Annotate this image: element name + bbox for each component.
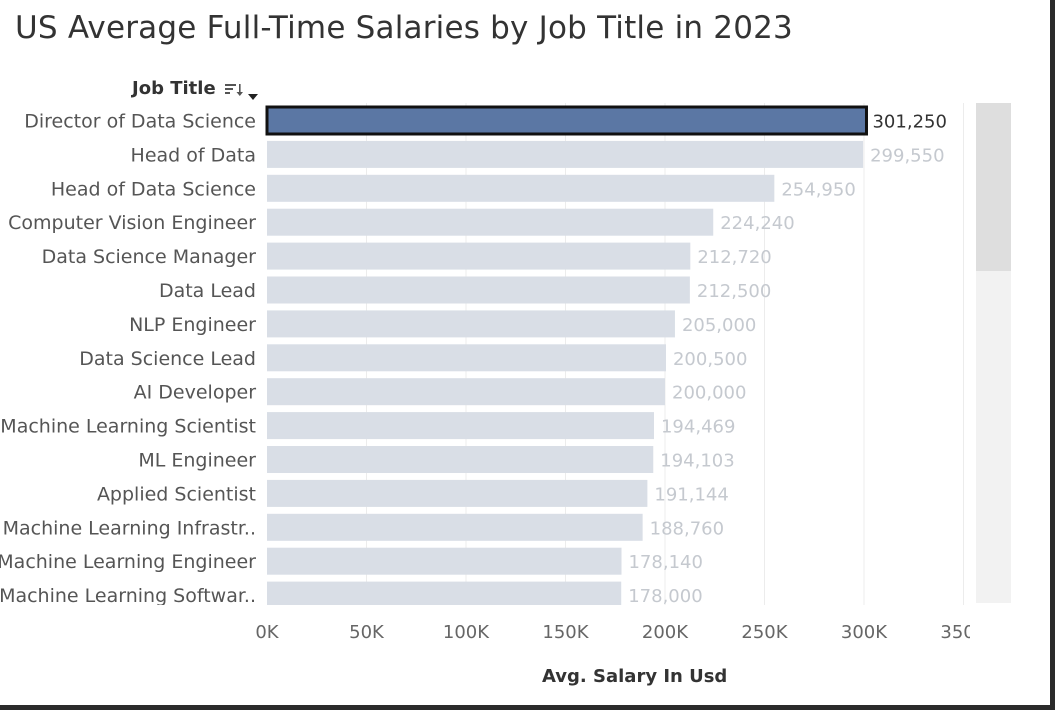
category-label[interactable]: Machine Learning Scientist [0, 416, 256, 438]
bar[interactable] [267, 513, 643, 541]
x-tick-label: 0K [255, 622, 279, 643]
category-label[interactable]: Applied Scientist [97, 483, 256, 505]
value-label: 301,250 [872, 112, 946, 133]
bar[interactable] [267, 547, 622, 575]
value-label: 224,240 [720, 213, 794, 234]
caret-down-icon[interactable] [247, 85, 258, 100]
x-tick-label: 150K [542, 622, 589, 643]
bar[interactable] [267, 412, 654, 440]
bars [265, 105, 868, 609]
bar[interactable] [267, 344, 666, 372]
bar[interactable] [267, 242, 691, 270]
category-label[interactable]: Head of Data [131, 144, 256, 166]
x-axis-title: Avg. Salary In Usd [542, 666, 728, 687]
category-label[interactable]: Head of Data Science [51, 178, 256, 200]
value-label: 205,000 [682, 315, 756, 336]
x-tick-label: 50K [349, 622, 385, 643]
value-labels: 301,250 299,550 254,950 224,240 212,720 212,5… [628, 112, 947, 607]
category-label[interactable]: NLP Engineer [129, 314, 256, 336]
bar[interactable] [267, 174, 775, 202]
category-label[interactable]: Data Science Lead [79, 348, 256, 370]
x-tick-label: 200K [642, 622, 689, 643]
value-label: 200,500 [673, 349, 747, 370]
bar[interactable] [267, 310, 675, 338]
bar[interactable] [267, 581, 622, 609]
bar[interactable] [267, 446, 654, 473]
bar[interactable] [265, 105, 868, 136]
value-label: 254,950 [781, 179, 855, 200]
category-label[interactable]: Director of Data Science [24, 111, 256, 133]
chart-title: US Average Full-Time Salaries by Job Tit… [15, 10, 793, 46]
bar[interactable] [267, 140, 864, 168]
vertical-scrollbar[interactable] [976, 103, 1011, 603]
bar[interactable] [267, 479, 648, 507]
value-label: 200,000 [672, 383, 746, 404]
y-axis-header[interactable]: Job Title [132, 78, 258, 100]
category-label[interactable]: ML Engineer [138, 450, 256, 472]
sort-descending-icon[interactable] [224, 81, 244, 97]
x-tick-labels: 0K 50K 100K 150K 200K 250K 300K 350K [255, 622, 987, 643]
value-label: 178,000 [628, 586, 702, 607]
category-label[interactable]: Data Science Manager [42, 246, 257, 268]
value-label: 212,500 [697, 281, 771, 302]
category-label[interactable]: Machine Learning Engineer [0, 551, 256, 573]
value-label: 191,144 [654, 484, 728, 505]
bar[interactable] [267, 276, 690, 304]
value-label: 299,550 [870, 145, 944, 166]
x-tick-label: 350K [940, 622, 987, 643]
value-label: 194,103 [660, 451, 734, 472]
window-border [1050, 0, 1055, 710]
category-label[interactable]: Computer Vision Engineer [8, 212, 256, 234]
y-axis-title: Job Title [132, 78, 216, 99]
category-label[interactable]: Data Lead [159, 280, 256, 302]
category-label[interactable]: AI Developer [134, 382, 257, 404]
window-border [0, 705, 1055, 710]
x-tick-label: 100K [443, 622, 490, 643]
category-labels: Director of Data Science Head of Data Head… [0, 111, 257, 607]
category-label[interactable]: Machine Learning Infrastr.. [3, 517, 256, 539]
x-tick-label: 300K [841, 622, 888, 643]
category-label[interactable]: Machine Learning Softwar.. [0, 585, 256, 607]
value-label: 194,469 [661, 417, 735, 438]
x-tick-label: 250K [741, 622, 788, 643]
bar[interactable] [267, 208, 714, 236]
value-label: 212,720 [697, 247, 771, 268]
bar[interactable] [267, 378, 665, 406]
scrollbar-thumb[interactable] [976, 103, 1011, 271]
value-label: 178,140 [628, 552, 702, 573]
value-label: 188,760 [650, 518, 724, 539]
